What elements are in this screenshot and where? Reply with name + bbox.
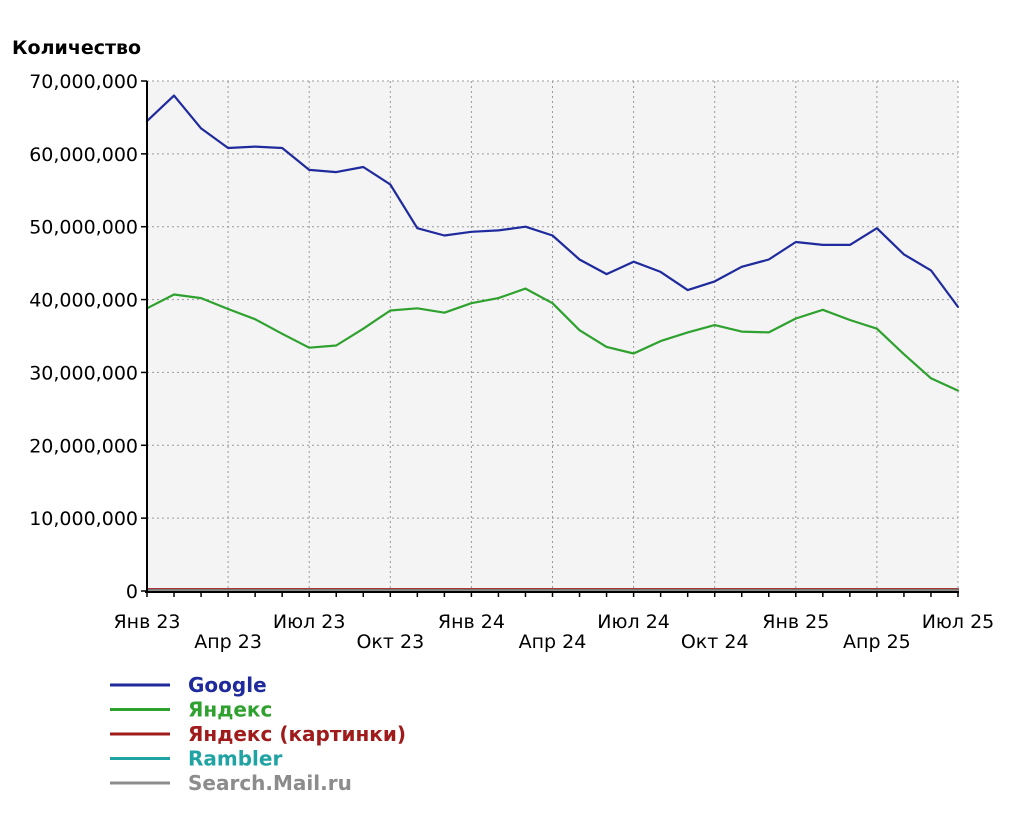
legend-label: Search.Mail.ru (188, 771, 352, 795)
legend-item: Search.Mail.ru (110, 771, 352, 795)
series-line-1 (145, 287, 960, 392)
x-tick-label: Июл 24 (597, 611, 670, 633)
legend-label: Google (188, 673, 267, 697)
x-tick-label: Апр 24 (519, 631, 587, 653)
x-tick-label: Апр 25 (843, 631, 911, 653)
y-tick-label: 30,000,000 (29, 362, 138, 384)
legend-item: Яндекс (110, 698, 272, 722)
legend-label: Яндекс (188, 698, 272, 722)
grid-lines (147, 80, 959, 591)
x-tick-label: Янв 25 (762, 611, 829, 633)
legend-item: Яндекс (картинки) (110, 722, 406, 746)
legend-item: Google (110, 673, 267, 697)
y-tick-label: 60,000,000 (29, 144, 138, 166)
axes (141, 80, 959, 597)
x-tick-labels: Янв 23 Апр 23 Июл 23 Окт 23 Янв 24 Апр 24 Июл … (113, 611, 994, 653)
series-lines (145, 94, 960, 592)
x-tick-label: Янв 24 (438, 611, 505, 633)
legend-label: Яндекс (картинки) (188, 722, 406, 746)
y-tick-labels: 0 10,000,000 20,000,000 30,000,000 40,000,00… (29, 71, 138, 603)
y-axis-title: Количество (12, 37, 141, 59)
y-tick-label: 70,000,000 (29, 71, 138, 93)
x-tick-label: Апр 23 (194, 631, 262, 653)
x-tick-label: Июл 25 (922, 611, 995, 633)
x-tick-label: Июл 23 (273, 611, 346, 633)
y-tick-label: 0 (126, 581, 138, 603)
legend-item: Rambler (110, 747, 282, 771)
legend-label: Rambler (188, 747, 282, 771)
y-tick-label: 20,000,000 (29, 435, 138, 457)
x-tick-label: Янв 23 (113, 611, 180, 633)
y-tick-label: 40,000,000 (29, 290, 138, 312)
x-tick-label: Окт 24 (681, 631, 749, 653)
series-line-0 (145, 94, 960, 308)
y-tick-label: 50,000,000 (29, 217, 138, 239)
y-tick-label: 10,000,000 (29, 508, 138, 530)
x-tick-label: Окт 23 (356, 631, 424, 653)
